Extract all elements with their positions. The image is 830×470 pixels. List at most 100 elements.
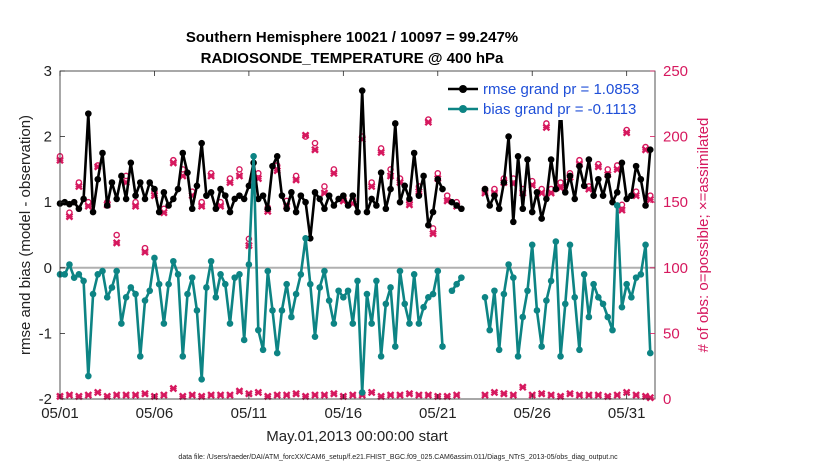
obs-possible-point-54 [557, 179, 564, 186]
bias-point-0-66 [368, 320, 375, 327]
rmse-point-0-58 [330, 202, 338, 209]
obs-assimilated-point-27 [301, 131, 310, 140]
bias-point-0-37 [231, 274, 239, 281]
rmse-point-2-26 [604, 172, 612, 180]
y-tick-label-left-2: 0 [44, 260, 52, 277]
bias-point-0-49 [288, 313, 295, 321]
rmse-point-0-33 [212, 205, 220, 213]
obs-low-count-point-38 [415, 391, 423, 399]
obs-low-count-point-58 [622, 388, 631, 397]
rmse-point-0-59 [335, 195, 342, 203]
bias-point-0-26 [179, 353, 187, 360]
obs-assimilated-point-26 [292, 176, 300, 184]
bias-point-2-25 [599, 300, 607, 308]
obs-low-count-point-36 [396, 391, 404, 399]
tick-layer: -2 -1 0 1 2 3 0 50 100 150 200 250 05/01 05/06 05/11 05… [39, 63, 688, 422]
bias-point-2-11 [533, 307, 541, 314]
rmse-point-0-65 [363, 208, 371, 216]
bias-point-0-67 [373, 277, 380, 285]
obs-low-count-point-2 [75, 392, 83, 401]
obs-low-count-point-15 [197, 392, 206, 401]
bias-point-0-68 [377, 353, 385, 360]
bias-point-0-34 [217, 271, 224, 278]
rmse-point-0-17 [136, 179, 144, 186]
bias-point-0-44 [264, 267, 272, 275]
obs-assimilated-point-62 [622, 128, 631, 137]
rmse-point-2-18 [566, 172, 574, 180]
bias-point-0-19 [146, 287, 154, 295]
obs-low-count-point-26 [301, 392, 310, 401]
bias-point-2-32 [632, 274, 640, 281]
bias-point-0-13 [118, 320, 125, 327]
rmse-point-0-57 [325, 192, 333, 199]
obs-low-count-point-41 [443, 392, 452, 401]
rmse-point-0-20 [151, 185, 158, 193]
bias-point-0-74 [406, 320, 413, 327]
bias-point-0-11 [108, 284, 116, 291]
rmse-point-0-10 [103, 202, 111, 209]
rmse-point-2-21 [580, 182, 588, 190]
rmse-point-0-51 [297, 192, 305, 199]
obs-possible-point-42 [434, 170, 442, 177]
obs-assimilated-point-12 [169, 158, 178, 167]
bias-point-0-40 [245, 261, 253, 268]
bias-point-0-47 [278, 307, 286, 314]
bias-point-0-69 [382, 300, 390, 308]
obs-low-count-point-61 [646, 393, 655, 402]
bias-point-0-65 [363, 290, 371, 298]
rmse-point-0-73 [401, 182, 409, 190]
bias-point-2-34 [642, 241, 649, 249]
bias-point-2-20 [576, 346, 583, 354]
bias-point-0-2 [66, 261, 73, 268]
legend-rmse-label: rmse grand pr = 1.0853 [483, 81, 639, 98]
bias-point-2-15 [552, 238, 560, 245]
bias-point-0-41 [250, 152, 257, 160]
rmse-point-0-62 [349, 192, 357, 199]
obs-low-count-point-42 [452, 391, 461, 399]
rmse-point-0-67 [373, 202, 380, 209]
obs-assimilated-point-16 [207, 172, 215, 180]
rmse-point-2-31 [628, 192, 635, 199]
rmse-point-2-30 [623, 195, 630, 203]
obs-low-count-point-16 [207, 391, 215, 399]
rmse-point-2-35 [646, 146, 654, 154]
bias-point-0-7 [89, 290, 97, 298]
bias-point-2-22 [585, 313, 593, 321]
rmse-point-2-33 [637, 175, 645, 183]
rmse-point-0-24 [170, 195, 177, 203]
rmse-point-0-47 [278, 192, 286, 199]
bias-point-0-4 [75, 271, 83, 278]
rmse-point-0-81 [439, 185, 446, 193]
bias-point-0-46 [273, 349, 281, 357]
obs-possible-point-19 [236, 166, 243, 173]
obs-low-count-point-50 [547, 391, 555, 399]
bias-point-0-20 [151, 254, 158, 262]
obs-assimilated-point-2 [75, 182, 83, 191]
bias-point-1-1 [453, 280, 460, 288]
rmse-point-2-7 [514, 152, 522, 160]
rmse-point-0-16 [132, 192, 139, 199]
y-axis-label-right: # of obs: o=possible; ×=assimilated [695, 118, 712, 353]
y-tick-label-right-2: 100 [663, 260, 688, 277]
rmse-point-0-40 [245, 182, 253, 190]
bias-point-0-10 [103, 294, 111, 301]
rmse-point-0-52 [302, 198, 309, 206]
y-tick-label-left-5: 3 [44, 63, 52, 80]
bias-point-0-53 [306, 280, 314, 288]
bias-point-0-9 [99, 267, 106, 275]
y-tick-label-right-3: 150 [663, 194, 688, 211]
obs-assimilated-point-6 [112, 239, 121, 247]
legend-rmse-marker [459, 85, 467, 93]
bias-point-0-17 [136, 353, 144, 360]
y-tick-label-right-0: 0 [663, 391, 671, 408]
legend-box [443, 76, 652, 120]
obs-assimilated-point-15 [197, 202, 206, 210]
rmse-point-0-7 [89, 208, 97, 216]
rmse-point-2-25 [599, 192, 607, 199]
bias-point-2-31 [628, 294, 635, 301]
rmse-point-0-36 [226, 208, 234, 216]
rmse-point-0-66 [368, 195, 375, 203]
bias-point-2-19 [571, 294, 579, 301]
obs-low-count-point-8 [131, 391, 140, 399]
rmse-point-0-38 [236, 192, 243, 199]
